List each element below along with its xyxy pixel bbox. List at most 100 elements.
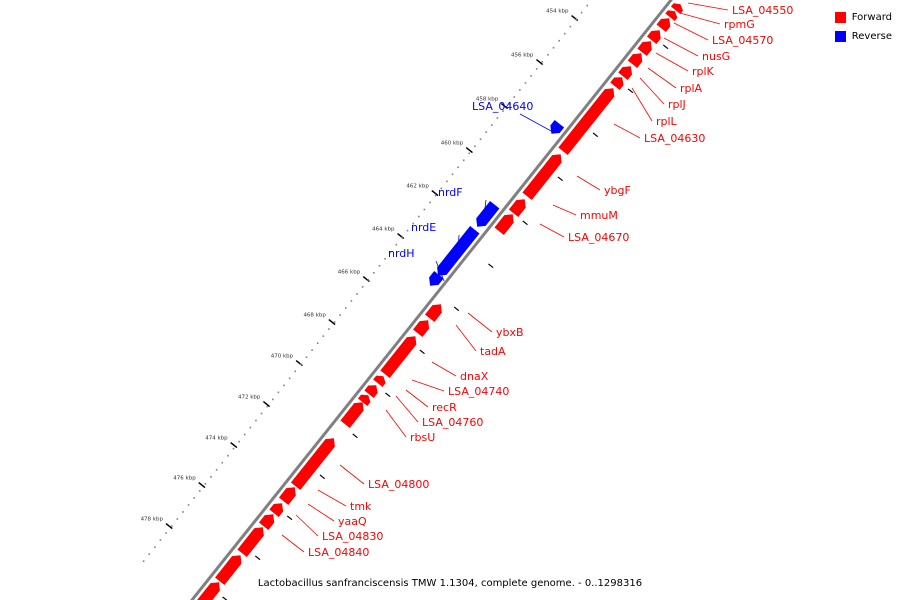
gene-label-forward: rplK	[692, 65, 715, 78]
guide-dot	[462, 159, 465, 162]
kbp-label: 464 kbp	[372, 227, 395, 233]
minor-tick	[522, 220, 528, 226]
guide-dot	[575, 18, 577, 21]
label-leader-line	[613, 123, 641, 139]
legend-reverse-label: Reverse	[851, 31, 892, 42]
kbp-label: 466 kbp	[338, 270, 361, 276]
reverse-gene-arrow	[476, 201, 500, 227]
minor-tick	[286, 515, 293, 521]
label-leader-line	[483, 199, 487, 217]
guide-dot	[429, 201, 431, 204]
guide-dot	[271, 398, 274, 401]
guide-dot	[249, 426, 252, 429]
guide-dot	[580, 11, 583, 14]
label-leader-line	[576, 175, 601, 191]
forward-gene-arrow	[494, 214, 514, 235]
kbp-label: 462 kbp	[406, 184, 429, 190]
guide-dot	[530, 75, 532, 77]
guide-dot	[148, 553, 151, 555]
minor-tick	[557, 176, 563, 182]
guide-dot	[165, 532, 167, 534]
minor-tick	[627, 88, 634, 94]
guide-dot	[198, 490, 201, 492]
guide-dot	[513, 96, 516, 98]
guide-dot	[266, 405, 268, 408]
forward-gene-arrow	[237, 527, 264, 557]
guide-dot	[260, 412, 263, 415]
gene-label-forward: rplL	[656, 115, 678, 128]
legend: Forward Reverse	[834, 8, 892, 46]
guide-dot	[502, 110, 504, 112]
kbp-label: 478 kbp	[141, 517, 164, 523]
guide-dot	[316, 342, 319, 344]
genome-backbone	[190, 0, 673, 600]
guide-dot	[288, 377, 291, 380]
guide-dot	[479, 138, 482, 140]
guide-dot	[154, 546, 156, 548]
gene-label-forward: LSA_04570	[712, 34, 773, 47]
gene-label-reverse: nrdH	[388, 247, 415, 260]
forward-gene-arrow	[656, 18, 671, 32]
forward-gene-arrow	[637, 41, 652, 56]
guide-dot	[350, 300, 353, 302]
gene-label-forward: mmuM	[580, 209, 618, 222]
gene-label-forward: LSA_04800	[368, 478, 429, 491]
guide-dot	[552, 46, 555, 49]
guide-dot	[187, 504, 190, 506]
label-leader-line	[519, 113, 554, 133]
minor-tick	[488, 263, 494, 269]
forward-gene-arrow	[357, 394, 371, 406]
forward-gene-arrow	[646, 30, 661, 44]
kbp-tick	[431, 189, 439, 197]
label-leader-line	[539, 223, 565, 238]
guide-dot	[305, 356, 308, 359]
reverse-swatch	[834, 31, 846, 42]
guide-dot	[356, 293, 358, 295]
kbp-tick	[500, 102, 509, 110]
label-leader-line	[295, 514, 319, 537]
guide-dot	[541, 61, 544, 63]
forward-gene-arrow	[373, 375, 386, 387]
guide-dot	[423, 208, 426, 211]
guide-dot	[496, 117, 499, 119]
label-leader-line	[655, 52, 689, 72]
genome-caption: Lactobacillus sanfranciscensis TMW 1.130…	[257, 578, 643, 589]
kbp-tick	[328, 318, 336, 326]
guide-dot	[535, 68, 538, 70]
label-leader-line	[467, 312, 493, 333]
guide-dot	[344, 307, 347, 309]
label-leader-line	[411, 379, 445, 392]
guide-dot	[159, 539, 162, 541]
guide-dot	[412, 222, 414, 225]
gene-label-forward: ybxB	[496, 326, 524, 339]
reverse-gene-arrow	[550, 120, 565, 134]
forward-swatch	[834, 12, 846, 23]
gene-label-reverse: nrdF	[438, 186, 463, 199]
gene-label-reverse: nrdE	[411, 221, 436, 234]
guide-dot	[300, 363, 302, 366]
label-leader-line	[647, 67, 677, 89]
forward-gene-arrow	[364, 385, 378, 398]
legend-forward: Forward	[834, 8, 892, 27]
guide-dot	[328, 328, 330, 330]
kbp-label: 472 kbp	[238, 395, 261, 401]
guide-dot	[215, 468, 218, 471]
forward-gene-arrow	[413, 320, 430, 337]
label-leader-line	[405, 389, 429, 408]
guide-dot	[440, 187, 443, 190]
minor-tick	[453, 306, 460, 312]
guide-dot	[333, 321, 336, 323]
guide-dot	[406, 229, 409, 232]
label-leader-line	[307, 503, 335, 522]
guide-dot	[401, 236, 403, 239]
guide-dot	[434, 194, 437, 197]
guide-dot	[232, 447, 235, 450]
forward-gene-arrow	[610, 77, 624, 90]
reverse-gene-arrow	[437, 226, 480, 276]
gene-label-forward: tadA	[480, 345, 506, 358]
forward-gene-arrow	[627, 53, 643, 68]
guide-dot	[176, 518, 179, 520]
label-leader-line	[431, 361, 457, 377]
gene-label-forward: LSA_04550	[732, 4, 793, 17]
